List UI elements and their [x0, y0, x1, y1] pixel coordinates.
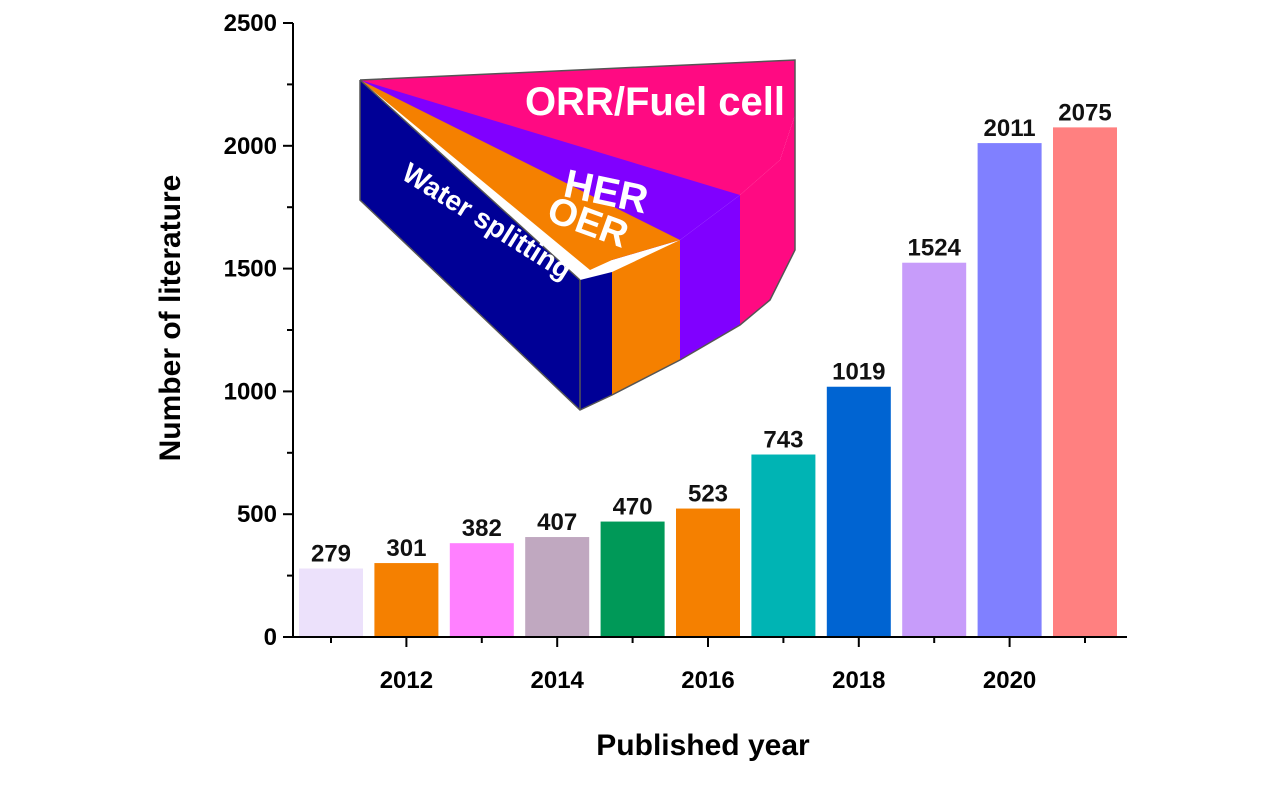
pie-segment-her-side [680, 195, 740, 360]
bar-labels-group: 279 301 382 407 470 523 743 1019 1524 2011 2075 [311, 99, 1112, 567]
bar-2020 [977, 143, 1042, 638]
y-tick-label-2000: 2000 [224, 133, 277, 160]
x-tick-label-2020: 2020 [983, 667, 1036, 694]
y-tick-label-1500: 1500 [224, 256, 277, 283]
x-ticks-group: 2012 2014 2016 2018 2020 [330, 637, 1086, 694]
y-tick-label-0: 0 [264, 624, 277, 651]
x-tick-label-2014: 2014 [531, 667, 585, 694]
bar-2018 [826, 386, 891, 637]
bar-2015 [600, 521, 665, 637]
bar-value-label-2018: 1019 [832, 359, 885, 386]
pie-segment-orr-side [740, 115, 795, 325]
bar-value-label-2021: 2075 [1058, 99, 1111, 126]
y-ticks-group: 0 500 1000 1500 2000 2500 [224, 10, 293, 651]
bar-2019 [902, 262, 967, 637]
pie-segment-water [360, 80, 580, 410]
pie-segment-her [360, 80, 740, 260]
bar-value-label-2020: 2011 [984, 115, 1036, 142]
x-tick-label-2012: 2012 [380, 667, 433, 694]
y-tick-label-500: 500 [237, 501, 277, 528]
bar-value-label-2011: 279 [311, 540, 351, 567]
bar-value-label-2019: 1524 [908, 235, 962, 262]
y-tick-label-2500: 2500 [224, 10, 277, 37]
bar-value-label-2015: 470 [613, 494, 653, 521]
x-axis-title: Published year [596, 729, 810, 762]
bar-2021 [1053, 127, 1117, 637]
pie-edge-2 [359, 79, 581, 281]
bar-value-label-2013: 382 [462, 515, 502, 542]
x-tick-label-2018: 2018 [832, 667, 885, 694]
bar-value-label-2014: 407 [537, 509, 577, 536]
bar-value-label-2016: 523 [688, 481, 728, 508]
bar-2011 [299, 568, 363, 637]
bar-2017 [751, 454, 816, 637]
pie-edge [359, 59, 796, 411]
y-axis-title: Number of literature [154, 175, 187, 462]
bar-2016 [676, 508, 740, 637]
bar-value-label-2017: 743 [763, 427, 803, 454]
pie-inset: ORR/Fuel cell HER OER Water splitting [359, 59, 796, 411]
y-tick-label-1000: 1000 [224, 378, 277, 405]
pie-segment-oer [360, 80, 680, 270]
x-tick-label-2016: 2016 [681, 667, 734, 694]
bar-value-label-2012: 301 [386, 535, 426, 562]
bar-2012 [374, 563, 439, 637]
pie-segment-oer-side [612, 240, 680, 395]
pie-segment-water-side [580, 272, 612, 410]
bars-group [299, 127, 1117, 638]
bar-2014 [525, 537, 590, 637]
bar-2013 [449, 543, 514, 637]
pie-label-orr: ORR/Fuel cell [525, 80, 785, 124]
